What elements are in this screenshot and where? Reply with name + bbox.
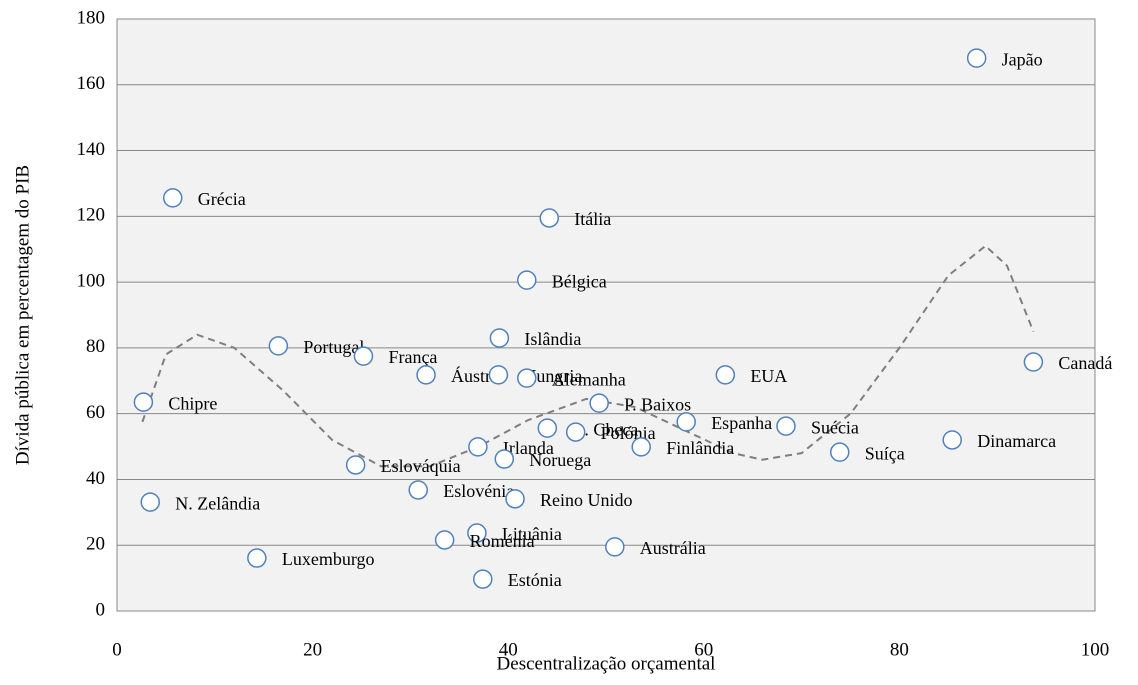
point [537, 418, 558, 438]
point [133, 392, 154, 412]
x-tick-label: 80 [890, 639, 909, 660]
point-label: França [388, 347, 437, 367]
point-label: Eslovénia [443, 481, 514, 501]
point-label: Portugal [303, 337, 364, 357]
point [489, 328, 510, 348]
point-label: P. Baixos [624, 394, 691, 414]
point-label: Lituânia [502, 524, 562, 544]
point-label: Luxemburgo [282, 549, 375, 569]
point-label: Grécia [198, 189, 246, 209]
point [473, 569, 493, 589]
point-label: Espanha [711, 413, 772, 433]
point [434, 530, 455, 550]
point [565, 422, 586, 442]
point [715, 365, 736, 385]
point-label: Austrália [640, 538, 706, 558]
x-axis-label: Descentralização orçamental [497, 653, 716, 674]
y-tick-label: 60 [86, 402, 105, 423]
point-label: Itália [574, 209, 611, 229]
point [605, 537, 625, 557]
point [494, 449, 515, 469]
point-label: EUA [750, 366, 787, 386]
point [345, 455, 366, 475]
point [676, 412, 696, 432]
point-label: Reino Unido [540, 490, 633, 510]
point-label: Bélgica [552, 271, 607, 291]
y-tick-label: 20 [86, 534, 105, 555]
point-label: Estónia [508, 570, 562, 590]
point-label: Finlândia [666, 438, 734, 458]
point [776, 416, 796, 436]
point-label: Noruega [529, 450, 591, 470]
x-tick-label: 100 [1081, 639, 1110, 660]
point-label: R. Checa [572, 419, 638, 439]
y-tick-label: 180 [77, 7, 106, 28]
y-tick-label: 0 [96, 599, 106, 620]
point [140, 492, 161, 512]
point [247, 548, 267, 568]
point-label: Suécia [811, 417, 859, 437]
y-tick-label: 80 [86, 336, 105, 357]
plot-area [116, 18, 1096, 612]
y-axis-label: Dívida pública em percentagem do PIB [12, 165, 33, 465]
point-label: Irlanda [503, 438, 554, 458]
x-tick-label: 20 [303, 639, 322, 660]
x-tick-label: 40 [499, 639, 518, 660]
point-label: Hungria [523, 366, 582, 386]
point-label: Japão [1002, 49, 1043, 69]
point [408, 480, 428, 500]
point [829, 442, 850, 462]
y-tick-label: 120 [77, 205, 106, 226]
point [517, 270, 537, 290]
point [539, 208, 560, 228]
point-label: Dinamarca [977, 431, 1056, 451]
point-label: Islândia [524, 329, 581, 349]
point [268, 336, 289, 356]
point-label: Canadá [1058, 353, 1112, 373]
y-tick-label: 100 [77, 270, 106, 291]
point-label: N. Zelândia [175, 493, 260, 513]
point [631, 437, 651, 457]
point-label: Roménia [470, 531, 535, 551]
y-tick-label: 140 [77, 139, 106, 160]
point [1023, 352, 1044, 372]
point [467, 523, 487, 543]
point [517, 368, 537, 388]
point [162, 188, 183, 208]
point [966, 48, 987, 68]
y-tick-label: 40 [86, 468, 105, 489]
trend-line [141, 244, 1035, 468]
point-label: Eslováquia [381, 456, 461, 476]
point [942, 430, 962, 450]
point [353, 346, 374, 366]
x-tick-label: 0 [112, 639, 122, 660]
x-tick-label: 60 [694, 639, 713, 660]
point-label: Alemanha [552, 369, 626, 389]
point [488, 365, 509, 385]
y-tick-label: 160 [77, 73, 106, 94]
point [416, 365, 436, 385]
point [505, 489, 525, 509]
point [468, 437, 488, 457]
point-label: Suíça [865, 443, 905, 463]
point [589, 393, 609, 413]
point-label: Chipre [168, 393, 217, 413]
